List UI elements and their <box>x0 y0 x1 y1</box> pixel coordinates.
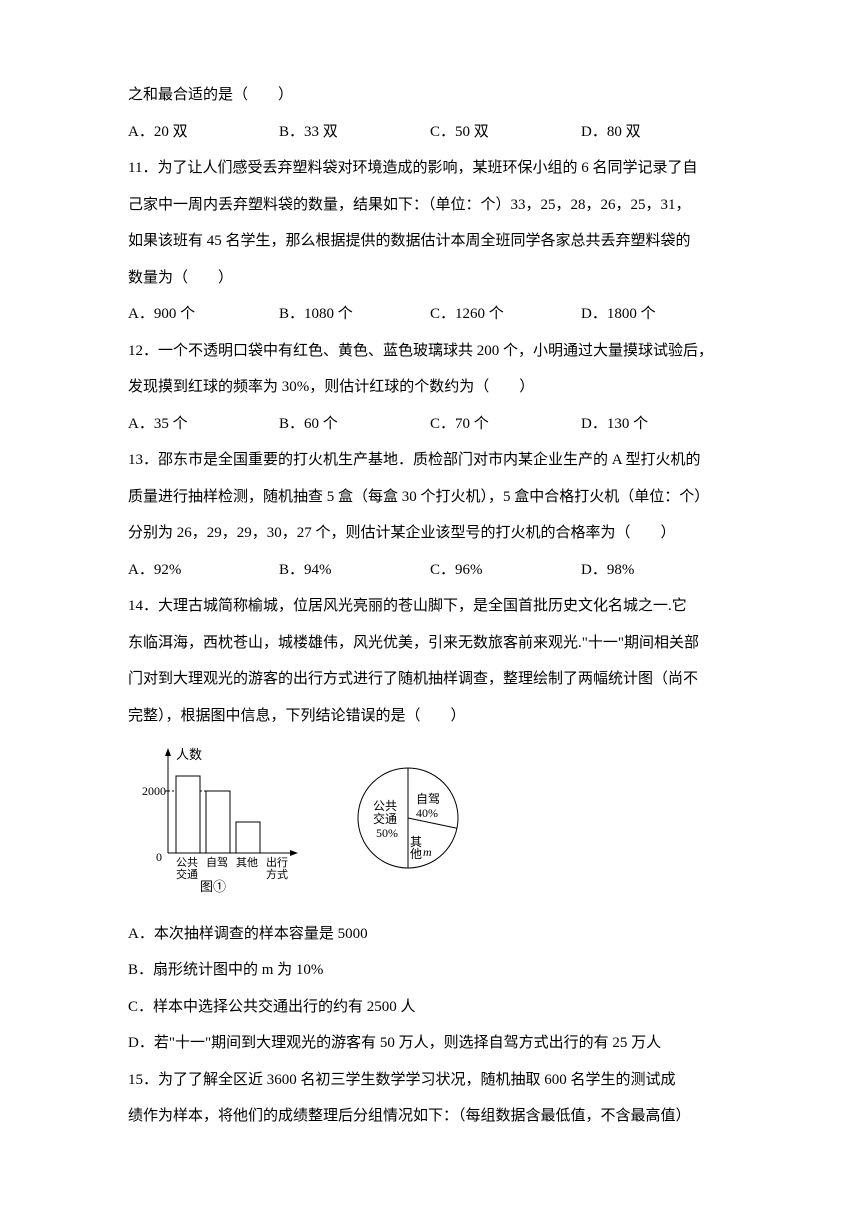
q11-line1: 11．为了让人们感受丢弃塑料袋对环境造成的影响，某班环保小组的 6 名同学记录了… <box>128 151 732 186</box>
q14-line3: 门对到大理观光的游客的出行方式进行了随机抽样调查，整理绘制了两幅统计图（尚不 <box>128 662 732 697</box>
q13-line3: 分别为 26，29，29，30，27 个，则估计某企业该型号的打火机的合格率为（… <box>128 516 732 551</box>
q14-option-a: A．本次抽样调查的样本容量是 5000 <box>128 917 732 952</box>
option-b: B．1080 个 <box>279 297 430 332</box>
option-c: C．70 个 <box>430 407 581 442</box>
q13-options: A．92% B．94% C．96% D．98% <box>128 553 732 588</box>
option-b: B．60 个 <box>279 407 430 442</box>
svg-text:50%: 50% <box>376 826 398 840</box>
bar-chart: 人数 2000 0 公共 交通 自驾 其他 出行 方式 图 <box>138 743 308 907</box>
q15-line2: 绩作为样本，将他们的成绩整理后分组情况如下：（每组数据含最低值，不含最高值） <box>128 1099 732 1134</box>
option-c: C．1260 个 <box>430 297 581 332</box>
option-d: D．130 个 <box>581 407 732 442</box>
option-a: A．35 个 <box>128 407 279 442</box>
q14-option-b: B．扇形统计图中的 m 为 10% <box>128 953 732 988</box>
option-a: A．900 个 <box>128 297 279 332</box>
document-content: 之和最合适的是（ ） A．20 双 B．33 双 C．50 双 D．80 双 1… <box>128 78 732 1134</box>
svg-text:公共: 公共 <box>373 799 397 813</box>
q15-line1: 15．为了了解全区近 3600 名初三学生数学学习状况，随机抽取 600 名学生… <box>128 1063 732 1098</box>
y-axis-label: 人数 <box>176 747 202 762</box>
q10-options: A．20 双 B．33 双 C．50 双 D．80 双 <box>128 115 732 150</box>
svg-text:出行: 出行 <box>266 855 288 869</box>
q14-line4: 完整），根据图中信息，下列结论错误的是（ ） <box>128 699 732 734</box>
option-c: C．50 双 <box>430 115 581 150</box>
q14-option-d: D．若"十一"期间到大理观光的游客有 50 万人，则选择自驾方式出行的有 25 … <box>128 1026 732 1061</box>
q12-options: A．35 个 B．60 个 C．70 个 D．130 个 <box>128 407 732 442</box>
svg-text:40%: 40% <box>416 806 438 820</box>
q12-line1: 12．一个不透明口袋中有红色、黄色、蓝色玻璃球共 200 个，小明通过大量摸球试… <box>128 334 732 369</box>
q14-line1: 14．大理古城简称榆城，位居风光亮丽的苍山脚下，是全国首批历史文化名城之一.它 <box>128 589 732 624</box>
pie-chart: 公共 交通 50% 自驾 40% 其 他 m <box>348 758 468 892</box>
q14-option-c: C．样本中选择公共交通出行的约有 2500 人 <box>128 990 732 1025</box>
q13-line2: 质量进行抽样检测，随机抽查 5 盒（每盒 30 个打火机），5 盒中合格打火机（… <box>128 480 732 515</box>
svg-text:其他: 其他 <box>236 856 258 869</box>
charts-row: 人数 2000 0 公共 交通 自驾 其他 出行 方式 图 <box>138 743 732 907</box>
svg-text:方式: 方式 <box>266 867 288 881</box>
q11-line2: 己家中一周内丢弃塑料袋的数量，结果如下：（单位：个）33，25，28，26，25… <box>128 188 732 223</box>
option-b: B．94% <box>279 553 430 588</box>
svg-text:交通: 交通 <box>176 867 198 881</box>
svg-text:m: m <box>423 845 432 859</box>
svg-text:公共: 公共 <box>176 856 198 869</box>
q11-options: A．900 个 B．1080 个 C．1260 个 D．1800 个 <box>128 297 732 332</box>
q10-tail: 之和最合适的是（ ） <box>128 78 732 113</box>
q13-line1: 13．邵东市是全国重要的打火机生产基地．质检部门对市内某企业生产的 A 型打火机… <box>128 443 732 478</box>
option-c: C．96% <box>430 553 581 588</box>
q11-line3: 如果该班有 45 名学生，那么根据提供的数据估计本周全班同学各家总共丢弃塑料袋的 <box>128 224 732 259</box>
svg-text:交通: 交通 <box>373 811 397 826</box>
option-a: A．20 双 <box>128 115 279 150</box>
option-d: D．98% <box>581 553 732 588</box>
svg-text:0: 0 <box>156 850 162 864</box>
q11-line4: 数量为（ ） <box>128 261 732 296</box>
q14-line2: 东临洱海，西枕苍山，城楼雄伟，风光优美，引来无数旅客前来观光."十一"期间相关部 <box>128 626 732 661</box>
y-tick-label: 2000 <box>142 784 166 798</box>
option-a: A．92% <box>128 553 279 588</box>
q12-line2: 发现摸到红球的频率为 30%，则估计红球的个数约为（ ） <box>128 370 732 405</box>
option-b: B．33 双 <box>279 115 430 150</box>
option-d: D．1800 个 <box>581 297 732 332</box>
svg-text:自驾: 自驾 <box>206 856 228 869</box>
svg-text:他: 他 <box>410 847 422 861</box>
chart-label: 图① <box>200 879 226 893</box>
option-d: D．80 双 <box>581 115 732 150</box>
svg-text:自驾: 自驾 <box>416 792 440 806</box>
